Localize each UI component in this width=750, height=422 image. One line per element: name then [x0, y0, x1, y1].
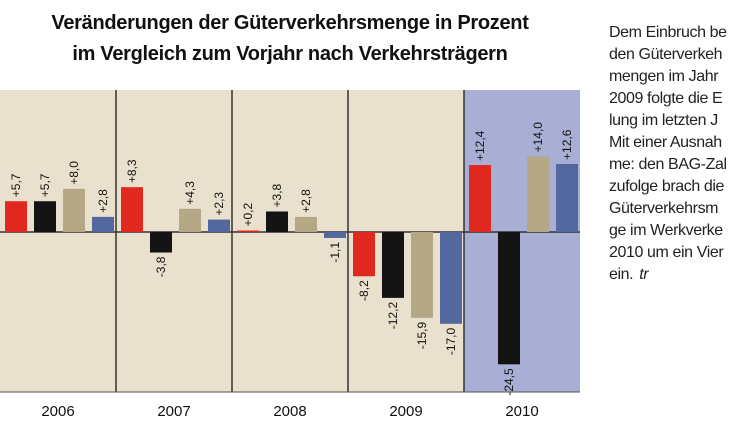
x-tick-label: 2007 [157, 403, 190, 420]
data-label: +5,7 [38, 173, 52, 197]
article-line: Mit einer Ausnah [609, 134, 722, 151]
data-label: +12,6 [560, 129, 574, 160]
panel-background [232, 90, 348, 392]
bar [440, 232, 462, 324]
data-label: +3,8 [270, 183, 284, 207]
highlight-panel [464, 90, 580, 392]
x-tick-label: 2010 [505, 403, 538, 420]
article-line: me: den BAG-Zal [609, 156, 727, 173]
bar [121, 187, 143, 232]
author-initials: tr [639, 266, 649, 283]
x-tick-label: 2006 [41, 403, 74, 420]
data-label: +4,3 [183, 181, 197, 205]
article-line: den Güterverkeh [609, 46, 723, 63]
bar [237, 230, 259, 232]
data-label: -8,2 [357, 280, 371, 301]
bar [556, 163, 578, 232]
bar [92, 216, 114, 232]
data-label: +12,4 [473, 130, 487, 161]
data-label: +2,8 [299, 189, 313, 213]
data-label: -3,8 [154, 256, 168, 277]
article-line: mengen im Jahr [609, 68, 719, 85]
bar [150, 232, 172, 253]
data-label: -17,0 [444, 327, 458, 355]
article-line: zufolge brach die [609, 178, 725, 195]
article-line: 2009 folgte die E [609, 90, 723, 107]
bar [353, 232, 375, 277]
bar [63, 188, 85, 232]
data-label: +0,2 [241, 202, 255, 226]
bar [527, 156, 549, 232]
data-label: -12,2 [386, 302, 400, 330]
data-label: -1,1 [328, 242, 342, 263]
data-label: +2,8 [96, 189, 110, 213]
bar [5, 201, 27, 232]
article-line: ein. tr [609, 264, 750, 286]
bar [295, 216, 317, 232]
article-line: Güterverkehrsm [609, 200, 719, 217]
bar-chart: +5,7 +8,3 +0,2 -8,2 +12,4 +5,7 -3,8 +3,8 -12,2 -2… [0, 90, 580, 420]
article-line-end: ein. [609, 266, 634, 283]
data-label: +14,0 [531, 122, 545, 153]
article-text: Dem Einbruch be den Güterverkeh mengen i… [609, 22, 750, 286]
bar [469, 165, 491, 232]
bar [324, 232, 346, 238]
article-line: 2010 um ein Vier [609, 244, 724, 261]
x-tick-label: 2008 [273, 403, 306, 420]
bar [179, 208, 201, 232]
bar [382, 232, 404, 298]
chart-title-line-2: im Vergleich zum Vorjahr nach Verkehrstr… [72, 43, 508, 65]
data-label: +8,0 [67, 161, 81, 185]
chart-title: Veränderungen der Güterverkehrsmenge in … [0, 0, 580, 70]
data-label: +5,7 [9, 173, 23, 197]
bar [208, 219, 230, 232]
panel-background [0, 90, 116, 392]
x-tick-label: 2009 [389, 403, 422, 420]
article-line: lung im letzten J [609, 112, 718, 129]
bar [34, 201, 56, 232]
data-label: -15,9 [415, 322, 429, 350]
panel-background [116, 90, 232, 392]
bar [411, 232, 433, 318]
article-line: Dem Einbruch be [609, 24, 727, 41]
bar [266, 211, 288, 232]
data-label: +2,3 [212, 192, 226, 216]
chart-title-line-1: Veränderungen der Güterverkehrsmenge in … [51, 12, 529, 34]
data-label: +8,3 [125, 159, 139, 183]
data-label: -24,5 [502, 368, 516, 396]
article-line: ge im Werkverke [609, 222, 723, 239]
bar [498, 232, 520, 365]
